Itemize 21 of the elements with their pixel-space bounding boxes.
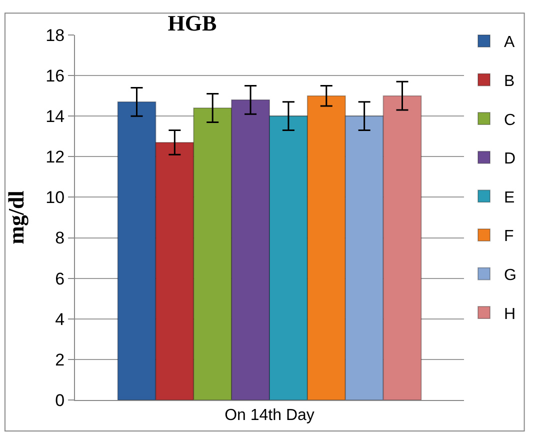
y-tick-label: 4 bbox=[55, 310, 65, 329]
y-tick-label: 12 bbox=[46, 148, 65, 167]
y-axis-title: mg/dl bbox=[3, 190, 28, 244]
legend-label: D bbox=[504, 150, 516, 168]
y-tick-label: 6 bbox=[55, 269, 65, 288]
chart-title: HGB bbox=[168, 10, 218, 36]
legend-label: G bbox=[504, 266, 516, 284]
y-tick-label: 14 bbox=[46, 107, 65, 126]
y-tick-label: 0 bbox=[55, 390, 65, 410]
legend-label: H bbox=[504, 306, 516, 323]
y-tick-label: 18 bbox=[46, 26, 65, 45]
y-tick-label: 10 bbox=[46, 188, 65, 208]
x-tick-label: On 14th Day bbox=[224, 407, 314, 424]
legend-label: A bbox=[504, 34, 515, 52]
legend-label: F bbox=[504, 228, 514, 246]
y-tick-label: 2 bbox=[55, 350, 65, 370]
legend-label: C bbox=[504, 112, 516, 129]
legend-label: E bbox=[504, 189, 515, 206]
y-tick-label: 16 bbox=[46, 66, 65, 86]
y-tick-label: 8 bbox=[55, 228, 65, 248]
legend-label: B bbox=[504, 72, 515, 90]
